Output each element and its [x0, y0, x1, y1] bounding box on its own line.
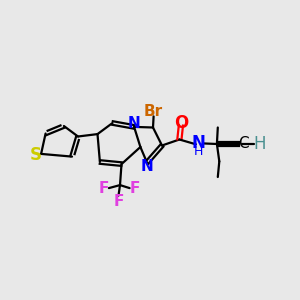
Text: Br: Br: [144, 103, 163, 118]
Text: F: F: [98, 181, 109, 196]
Text: S: S: [30, 146, 42, 164]
Text: H: H: [194, 145, 203, 158]
Text: N: N: [191, 134, 205, 152]
Text: C: C: [238, 136, 248, 152]
Text: H: H: [254, 135, 266, 153]
Text: O: O: [174, 114, 188, 132]
Text: N: N: [128, 116, 140, 131]
Text: F: F: [129, 181, 140, 196]
Text: F: F: [113, 194, 124, 208]
Text: N: N: [141, 159, 153, 174]
